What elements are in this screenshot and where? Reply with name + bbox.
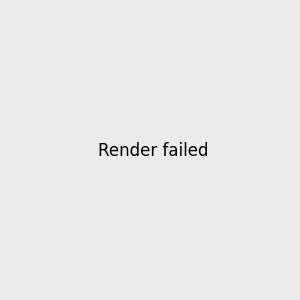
Text: Render failed: Render failed xyxy=(98,142,209,160)
